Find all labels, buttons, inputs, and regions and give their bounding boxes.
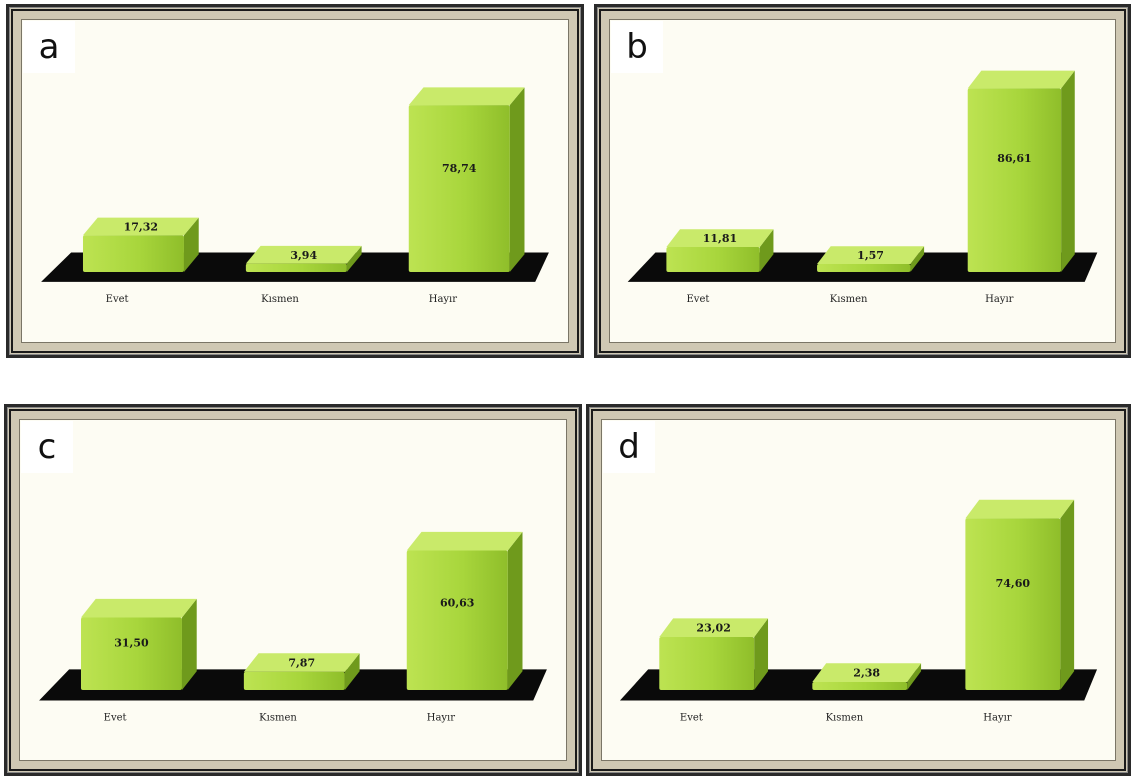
category-tick-label: Hayır	[985, 294, 1014, 305]
bar-hayır	[967, 70, 1075, 272]
bar-value-label: 60,63	[440, 596, 474, 609]
category-tick-label: Hayır	[429, 294, 458, 305]
bar-evet	[659, 618, 769, 690]
bar-kısmen	[243, 653, 360, 690]
bar-chart-svg: 23,02 Evet 2,38 Kısmen 74,60 Hayır	[619, 499, 1098, 723]
chart-area: 11,81 Evet 1,57 Kısmen 86,61 Hayır	[609, 19, 1116, 343]
bar-value-label: 74,60	[996, 577, 1031, 590]
bar-value-label: 78,74	[442, 162, 477, 175]
category-tick-label: Kısmen	[830, 294, 868, 305]
category-tick-label: Evet	[687, 294, 710, 305]
chart-panel-b: 11,81 Evet 1,57 Kısmen 86,61 Hayır b	[594, 4, 1131, 358]
bar-chart-svg: 31,50 Evet 7,87 Kısmen 60,63 Hayır	[39, 531, 547, 723]
bar-kısmen	[817, 246, 925, 272]
panel-letter: d	[603, 421, 655, 473]
bar-value-label: 3,94	[290, 249, 317, 262]
bar-hayır	[965, 499, 1075, 690]
bar-chart-svg: 11,81 Evet 1,57 Kısmen 86,61 Hayır	[627, 70, 1098, 305]
category-tick-label: Kısmen	[259, 712, 297, 723]
bar-hayır	[406, 531, 523, 690]
bar-kısmen	[812, 663, 922, 690]
category-tick-label: Kısmen	[826, 712, 864, 723]
panel-letter: b	[611, 21, 663, 73]
bar-chart-svg: 17,32 Evet 3,94 Kısmen 78,74 Hayır	[41, 87, 549, 305]
chart-area: 31,50 Evet 7,87 Kısmen 60,63 Hayır	[19, 419, 567, 761]
bar-hayır	[408, 87, 525, 272]
category-tick-label: Evet	[104, 712, 127, 723]
bar-value-label: 7,87	[288, 657, 315, 670]
bar-value-label: 86,61	[997, 152, 1031, 165]
chart-area: 17,32 Evet 3,94 Kısmen 78,74 Hayır	[21, 19, 569, 343]
bar-evet	[82, 217, 199, 272]
bar-value-label: 2,38	[853, 667, 880, 680]
chart-area: 23,02 Evet 2,38 Kısmen 74,60 Hayır	[601, 419, 1116, 761]
bar-evet	[666, 229, 774, 272]
bar-evet	[80, 598, 197, 690]
bar-value-label: 1,57	[857, 249, 884, 262]
category-tick-label: Evet	[106, 294, 129, 305]
bar-kısmen	[245, 245, 362, 272]
bar-value-label: 11,81	[703, 232, 737, 245]
category-tick-label: Hayır	[983, 712, 1012, 723]
chart-panel-c: 31,50 Evet 7,87 Kısmen 60,63 Hayır c	[4, 404, 582, 776]
bar-value-label: 31,50	[114, 637, 149, 650]
category-tick-label: Evet	[680, 712, 703, 723]
category-tick-label: Kısmen	[261, 294, 299, 305]
bar-value-label: 17,32	[124, 220, 158, 233]
chart-panel-a: 17,32 Evet 3,94 Kısmen 78,74 Hayır a	[6, 4, 584, 358]
panel-letter: a	[23, 21, 75, 73]
category-tick-label: Hayır	[427, 712, 456, 723]
chart-panel-d: 23,02 Evet 2,38 Kısmen 74,60 Hayır d	[586, 404, 1131, 776]
bar-value-label: 23,02	[696, 622, 730, 635]
panel-letter: c	[21, 421, 73, 473]
